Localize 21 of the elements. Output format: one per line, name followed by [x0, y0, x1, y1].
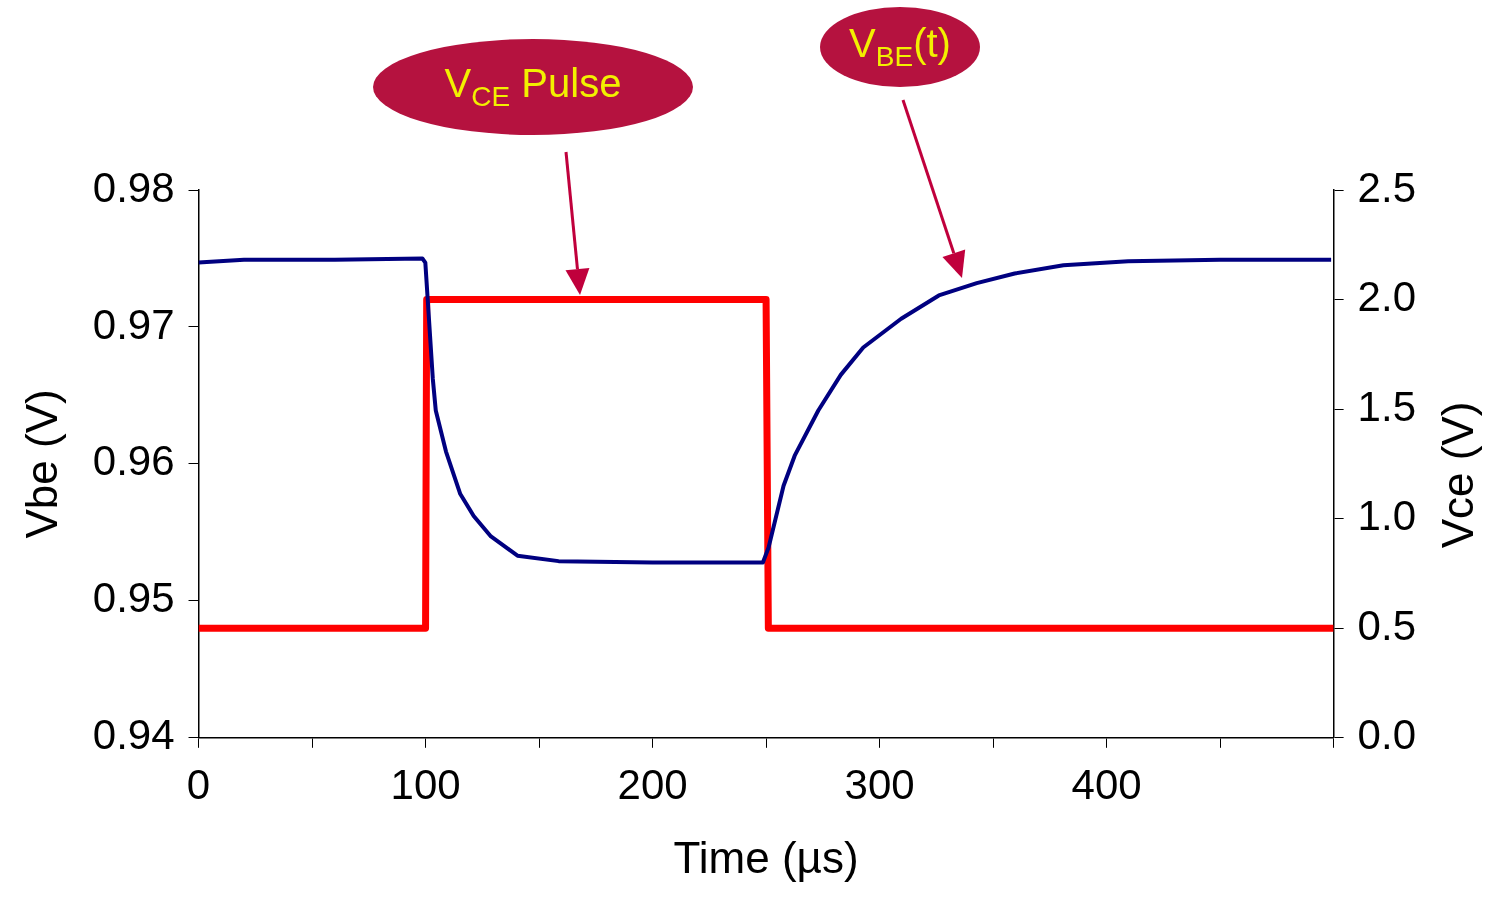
x-tick-label: 0	[186, 760, 211, 808]
text: V$_{CE}$ Pulse	[444, 61, 622, 113]
text: V$_{BE}$(t)	[849, 21, 951, 73]
y-tick-label: 0.96	[92, 437, 175, 485]
x-tick-label: 300	[844, 760, 915, 808]
y2-tick-label: 1.5	[1357, 382, 1416, 430]
y2-axis-title: Vce (V)	[1433, 401, 1483, 549]
x-tick-label: 400	[1071, 760, 1142, 808]
y-tick-label: 0.95	[92, 574, 175, 622]
x-axis-title: Time (µs)	[673, 832, 859, 882]
x-tick-label: 200	[617, 760, 688, 808]
y2-tick-label: 0.0	[1357, 711, 1416, 759]
x-tick-label: 100	[390, 760, 461, 808]
y-tick-label: 0.94	[92, 711, 175, 759]
y2-tick-label: 1.0	[1357, 492, 1416, 540]
y-tick-label: 0.97	[92, 300, 175, 348]
y-axis-title: Vbe (V)	[16, 389, 66, 539]
y2-tick-label: 0.5	[1357, 601, 1416, 649]
y2-tick-label: 2.0	[1357, 273, 1416, 321]
y-tick-label: 0.98	[92, 163, 175, 211]
y2-tick-label: 2.5	[1357, 163, 1416, 211]
